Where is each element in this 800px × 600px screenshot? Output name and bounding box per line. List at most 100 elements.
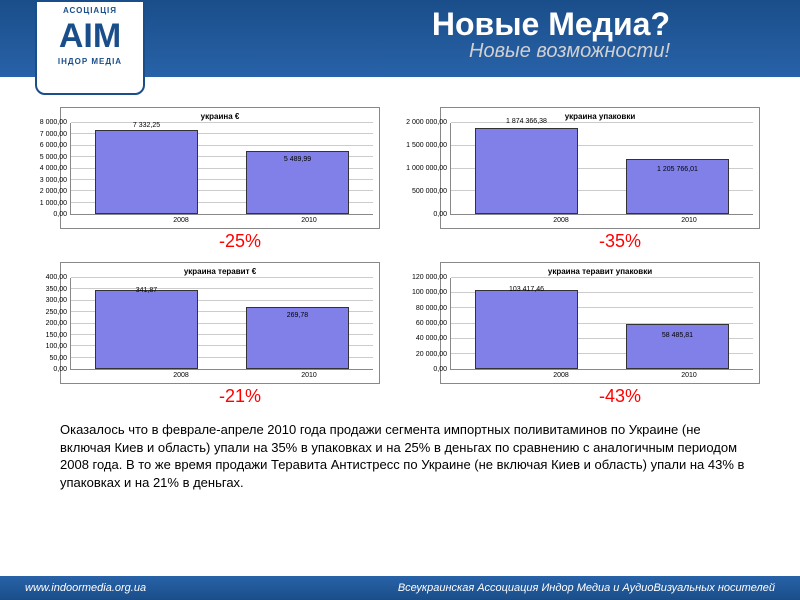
bar-value-label: 5 489,99 (284, 156, 311, 163)
chart-cell: украина упаковки 0,00500 000,001 000 000,… (440, 107, 760, 252)
plot-area: 341,87 269,78 (70, 278, 373, 370)
bar-wrap: 341,87 (95, 290, 198, 369)
bar-value-label: 103 417,46 (509, 286, 544, 293)
body-text: Оказалось что в феврале-апреле 2010 года… (60, 421, 760, 491)
bar-wrap: 269,78 (246, 307, 349, 369)
bar (626, 324, 729, 369)
chart-cell: украина теравит € 0,0050,00100,00150,0020… (60, 262, 380, 407)
logo-bot-text: ІНДОР МЕДІА (58, 57, 122, 66)
y-tick-label: 5 000,00 (40, 154, 67, 161)
chart-plot: 0,001 000,002 000,003 000,004 000,005 00… (67, 123, 373, 215)
y-tick-label: 60 000,00 (416, 320, 447, 327)
y-tick-label: 0,00 (53, 211, 67, 218)
x-tick-label: 2010 (681, 372, 697, 379)
y-tick-label: 150,00 (46, 332, 67, 339)
y-tick-label: 120 000,00 (412, 274, 447, 281)
plot-area: 7 332,25 5 489,99 (70, 123, 373, 215)
chart-box: украина упаковки 0,00500 000,001 000 000,… (440, 107, 760, 229)
y-tick-label: 1 000,00 (40, 200, 67, 207)
bars-row: 7 332,25 5 489,99 (71, 123, 373, 214)
x-axis-labels: 2008 2010 (497, 217, 753, 224)
logo-top-text: АСОЦІАЦІЯ (63, 6, 117, 15)
chart-title: украина теравит упаковки (447, 267, 753, 276)
bar (475, 128, 578, 214)
y-tick-label: 200,00 (46, 320, 67, 327)
y-tick-label: 100,00 (46, 343, 67, 350)
bar-wrap: 5 489,99 (246, 151, 349, 214)
bars-row: 341,87 269,78 (71, 278, 373, 369)
x-tick-label: 2008 (173, 217, 189, 224)
x-tick-label: 2010 (301, 217, 317, 224)
bar-value-label: 1 205 766,01 (657, 166, 698, 173)
bar (95, 290, 198, 369)
y-tick-label: 100 000,00 (412, 289, 447, 296)
chart-title: украина € (67, 112, 373, 121)
y-tick-label: 400,00 (46, 274, 67, 281)
y-tick-label: 40 000,00 (416, 335, 447, 342)
x-axis-labels: 2008 2010 (497, 372, 753, 379)
y-tick-label: 2 000 000,00 (406, 119, 447, 126)
bar-wrap: 103 417,46 (475, 290, 578, 369)
y-tick-label: 2 000,00 (40, 188, 67, 195)
bar (475, 290, 578, 369)
bars-row: 103 417,46 58 485,81 (451, 278, 753, 369)
percent-change-label: -35% (440, 231, 760, 252)
chart-title: украина упаковки (447, 112, 753, 121)
logo-mid-text: AIM (59, 19, 121, 53)
chart-box: украина € 0,001 000,002 000,003 000,004 0… (60, 107, 380, 229)
bar-value-label: 1 874 366,38 (506, 118, 547, 125)
percent-change-label: -25% (60, 231, 380, 252)
bar-value-label: 58 485,81 (662, 332, 693, 339)
y-tick-label: 350,00 (46, 286, 67, 293)
chart-plot: 0,0050,00100,00150,00200,00250,00300,003… (67, 278, 373, 370)
chart-plot: 0,0020 000,0040 000,0060 000,0080 000,00… (447, 278, 753, 370)
header-title: Новые Медиа? (432, 8, 670, 40)
y-tick-label: 20 000,00 (416, 351, 447, 358)
chart-cell: украина € 0,001 000,002 000,003 000,004 0… (60, 107, 380, 252)
y-tick-label: 0,00 (433, 366, 447, 373)
bar-wrap: 1 205 766,01 (626, 159, 729, 214)
y-tick-label: 80 000,00 (416, 305, 447, 312)
y-tick-label: 500 000,00 (412, 188, 447, 195)
y-tick-label: 0,00 (53, 366, 67, 373)
bar-wrap: 7 332,25 (95, 130, 198, 214)
x-tick-label: 2010 (681, 217, 697, 224)
bar-value-label: 341,87 (136, 287, 157, 294)
header-bar: АСОЦІАЦІЯ AIM ІНДОР МЕДІА Новые Медиа? Н… (0, 0, 800, 77)
y-tick-label: 6 000,00 (40, 142, 67, 149)
x-axis-labels: 20082010 (117, 372, 373, 379)
chart-plot: 0,00500 000,001 000 000,001 500 000,002 … (447, 123, 753, 215)
content-area: украина €0,001 000,002 000,003 000,004 0… (0, 77, 800, 501)
y-tick-label: 1 000 000,00 (406, 165, 447, 172)
chart-box: украина теравит упаковки 0,0020 000,0040 … (440, 262, 760, 384)
y-tick-label: 1 500 000,00 (406, 142, 447, 149)
bar-wrap: 1 874 366,38 (475, 128, 578, 214)
y-tick-label: 50,00 (49, 355, 67, 362)
chart-cell: украина теравит упаковки 0,0020 000,0040 … (440, 262, 760, 407)
bar-value-label: 269,78 (287, 312, 308, 319)
logo: АСОЦІАЦІЯ AIM ІНДОР МЕДІА (35, 0, 145, 95)
y-tick-label: 3 000,00 (40, 177, 67, 184)
x-axis-labels: 2008 2010 (117, 217, 373, 224)
percent-change-label: -21% (60, 386, 380, 407)
bar-value-label: 7 332,25 (133, 122, 160, 129)
footer-right: Всеукраинская Ассоциация Индор Медиа и А… (398, 582, 775, 594)
chart-box: украина теравит € 0,0050,00100,00150,0020… (60, 262, 380, 384)
bar-wrap: 58 485,81 (626, 324, 729, 369)
footer-bar: www.indoormedia.org.ua Всеукраинская Асс… (0, 576, 800, 600)
y-tick-label: 0,00 (433, 211, 447, 218)
y-tick-label: 300,00 (46, 297, 67, 304)
bar (95, 130, 198, 214)
x-tick-label: 2008 (553, 217, 569, 224)
y-tick-label: 7 000,00 (40, 131, 67, 138)
plot-area: 1 874 366,38 1 205 766,01 (450, 123, 753, 215)
y-tick-label: 250,00 (46, 309, 67, 316)
x-tick-label: 2010 (301, 372, 317, 379)
percent-change-label: -43% (440, 386, 760, 407)
chart-title: украина теравит € (67, 267, 373, 276)
bars-row: 1 874 366,38 1 205 766,01 (451, 123, 753, 214)
y-tick-label: 4 000,00 (40, 165, 67, 172)
x-tick-label: 2008 (553, 372, 569, 379)
footer-left: www.indoormedia.org.ua (25, 582, 146, 594)
header-subtitle: Новые возможности! (432, 40, 670, 63)
